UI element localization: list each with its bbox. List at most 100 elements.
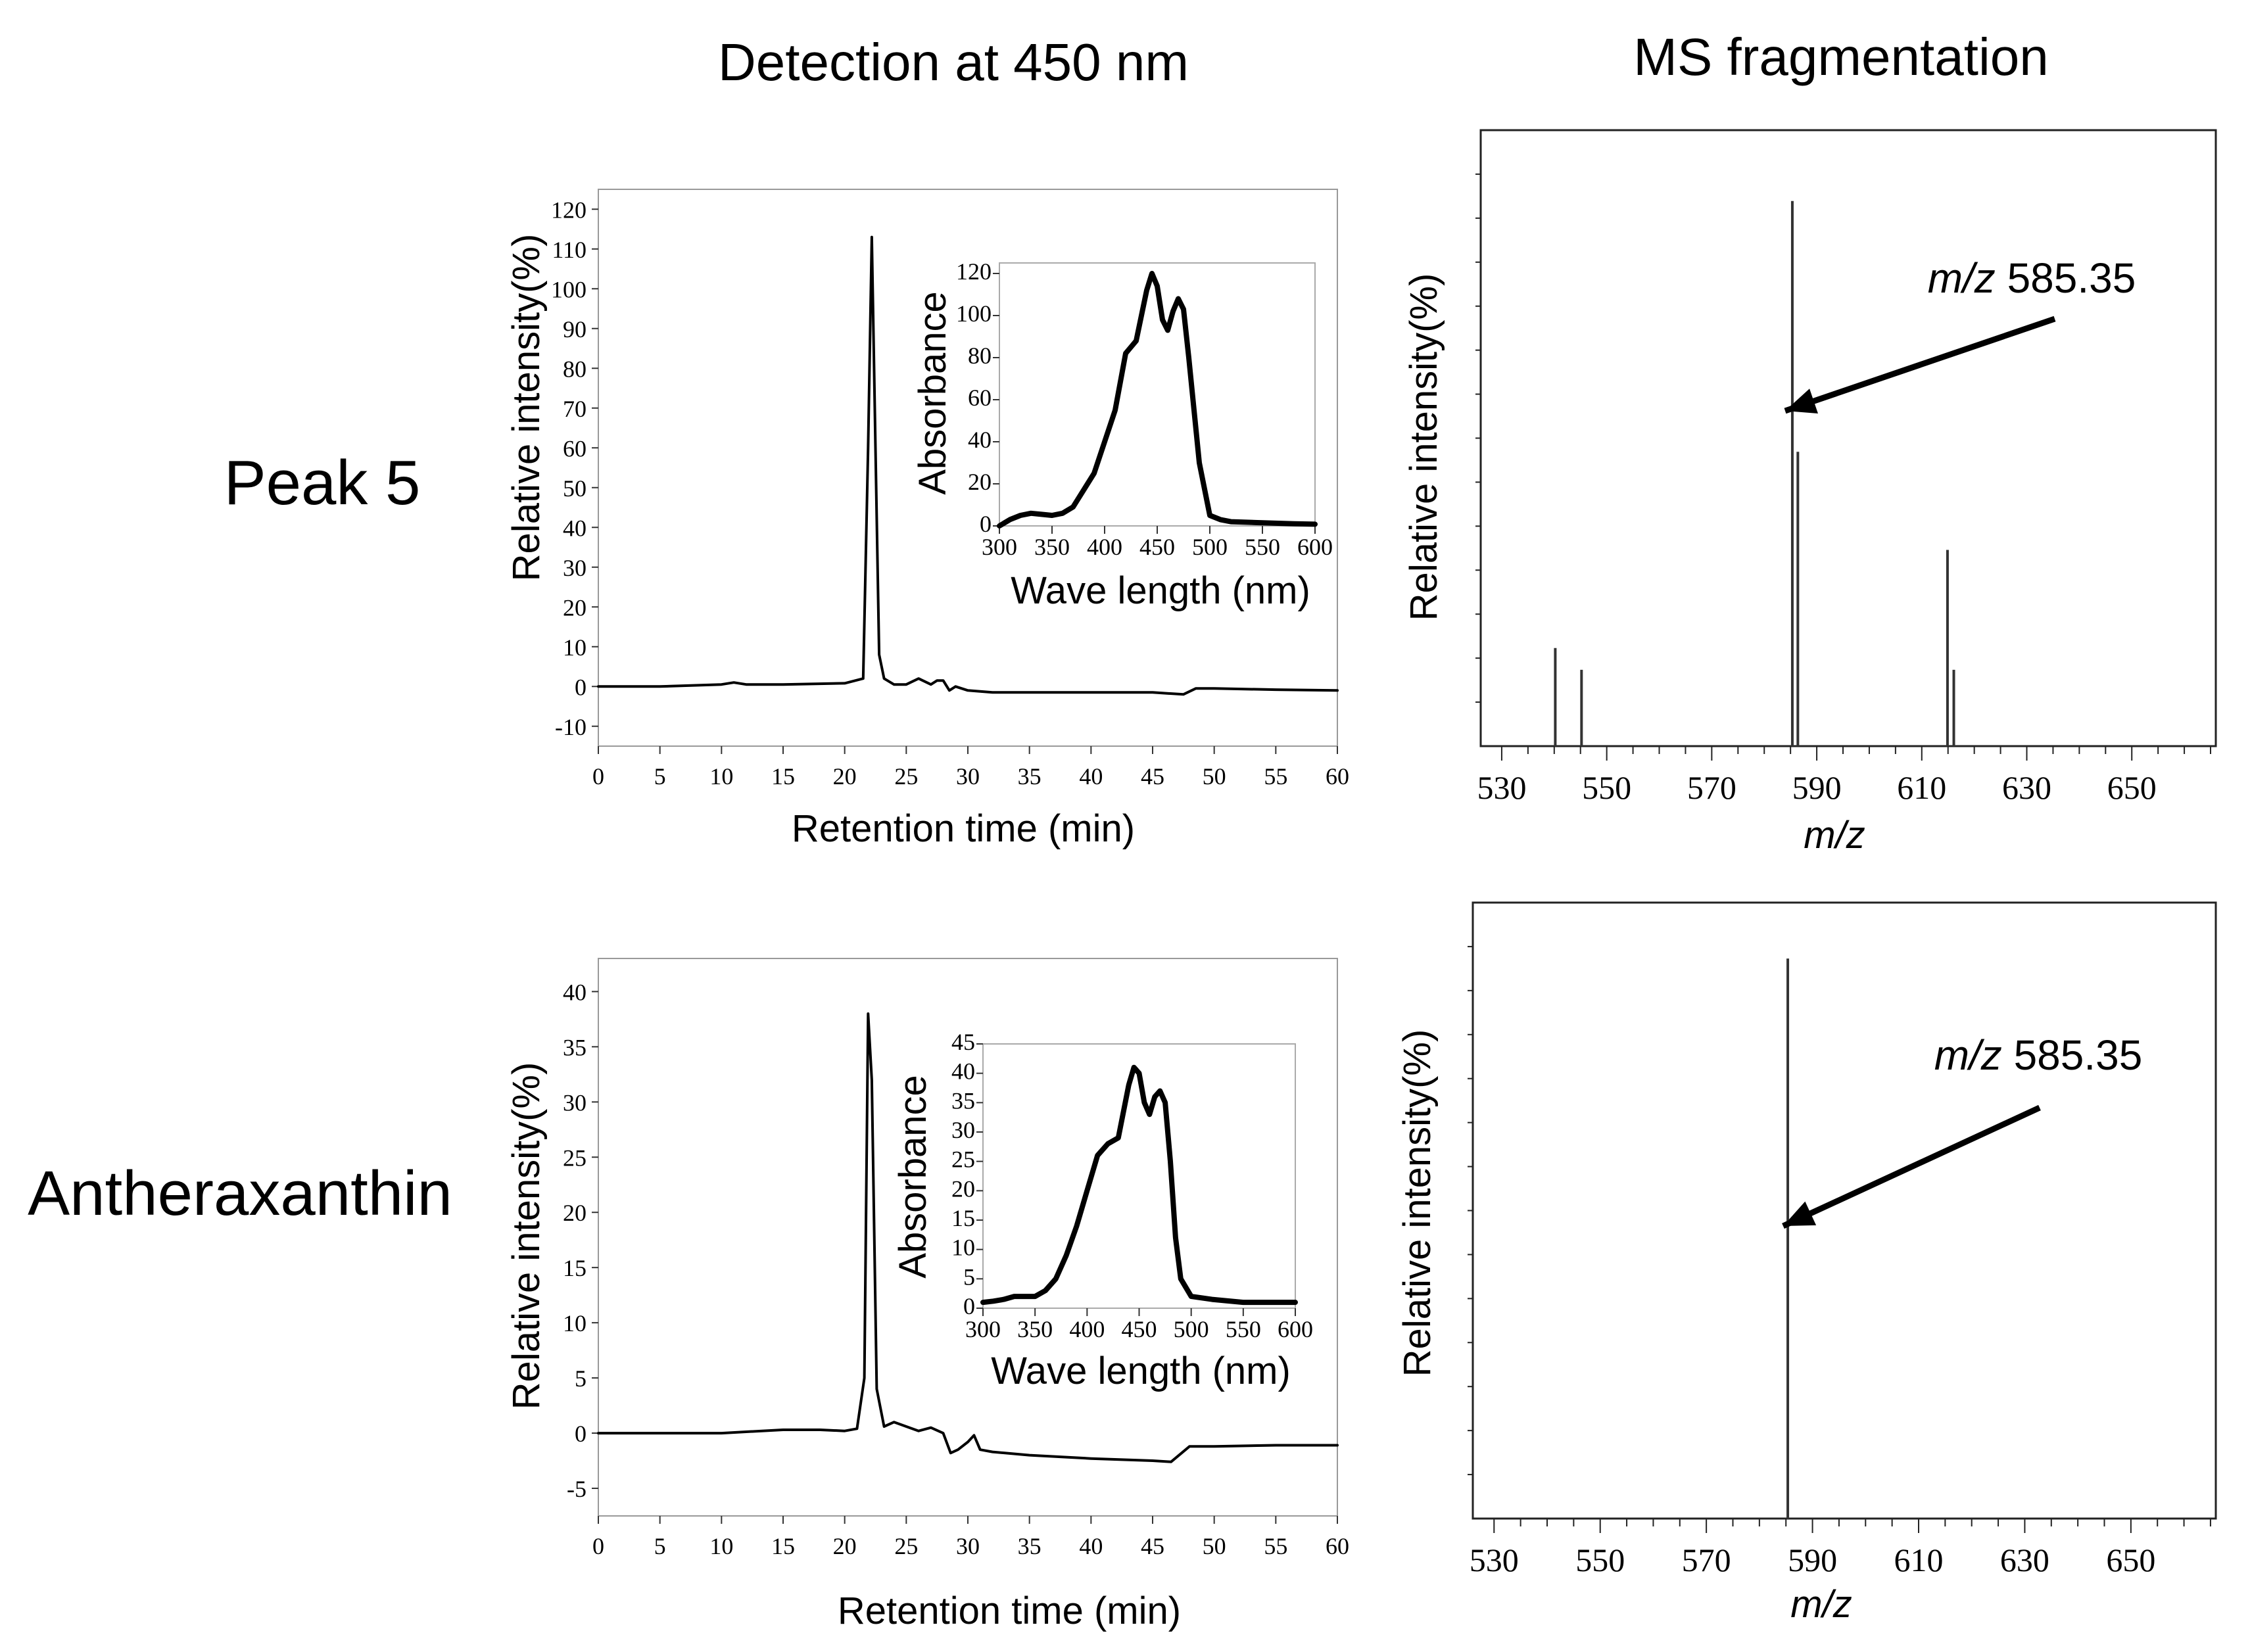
annotation-value: 585.35	[2014, 1031, 2143, 1079]
y-tick-label: 60	[968, 385, 992, 411]
x-axis-label: m/z	[1804, 814, 1865, 857]
x-tick-label: 570	[1682, 1542, 1731, 1578]
y-tick-label: 45	[951, 1029, 975, 1055]
x-tick-label: 610	[1897, 769, 1946, 806]
plot-frame	[1472, 901, 2217, 1520]
x-tick-label: 300	[982, 534, 1017, 560]
data-line-hplc-peak5	[597, 235, 1339, 696]
y-tick-label: 110	[552, 237, 586, 263]
y-tick-label: 0	[575, 1421, 586, 1447]
x-axis-label: Retention time (min)	[792, 807, 1135, 850]
x-tick-label: 600	[1278, 1316, 1313, 1342]
x-tick-label: 45	[1141, 1533, 1164, 1559]
y-tick-label: 20	[951, 1175, 975, 1202]
y-tick-label: 40	[563, 979, 586, 1005]
x-axis-label: m/z	[1790, 1583, 1852, 1626]
x-tick-label: 0	[592, 763, 604, 790]
y-tick-label: 0	[963, 1293, 975, 1319]
x-tick-label: 610	[1894, 1542, 1944, 1578]
y-tick-label: 20	[563, 1200, 586, 1226]
y-tick-label: 30	[563, 1089, 586, 1116]
x-tick-label: 40	[1079, 763, 1103, 790]
y-tick-label: 90	[563, 316, 586, 342]
y-tick-label: 120	[956, 258, 992, 285]
x-tick-label: 5	[654, 763, 666, 790]
x-tick-label: 25	[894, 763, 918, 790]
chart-uv-peak5: 300 350 400 450 500 550 600 0 20 40 60 80 100 120 Wave…	[911, 258, 1333, 612]
x-axis-label: Retention time (min)	[838, 1590, 1181, 1632]
y-axis-label: Absorbance	[911, 291, 954, 495]
annotation-arrow	[1784, 316, 2056, 414]
x-tick-label: 600	[1297, 534, 1333, 560]
x-tick-label: 15	[771, 763, 795, 790]
x-tick-label: 530	[1477, 769, 1526, 806]
y-tick-label: 15	[563, 1255, 586, 1281]
row-label-peak5: Peak 5	[224, 448, 421, 518]
y-tick-label: 100	[551, 276, 586, 302]
x-tick-label: 650	[2106, 1542, 2155, 1578]
x-tick-label: 450	[1122, 1316, 1157, 1342]
x-tick-label: 60	[1326, 1533, 1349, 1559]
y-tick-label: 80	[563, 356, 586, 382]
data-line-hplc-antheraxanthin	[597, 1012, 1339, 1463]
annotation-mz-italic: m/z	[1934, 1031, 2002, 1079]
annotation-arrow	[1782, 1104, 2041, 1229]
annotation-space	[1996, 254, 2007, 302]
x-tick-label: 45	[1141, 763, 1164, 790]
y-tick-label: 35	[951, 1087, 975, 1114]
y-tick-label: 35	[563, 1034, 586, 1060]
x-tick-label: 25	[894, 1533, 918, 1559]
x-tick-label: 30	[956, 763, 980, 790]
x-tick-label: 650	[2107, 769, 2157, 806]
x-tick-label: 5	[654, 1533, 666, 1559]
y-tick-label: 40	[563, 515, 586, 541]
row-label-antheraxanthin: Antheraxanthin	[28, 1158, 452, 1229]
y-tick-label: 10	[951, 1235, 975, 1261]
x-tick-label: 530	[1470, 1542, 1519, 1578]
x-tick-label: 400	[1087, 534, 1122, 560]
y-tick-label: 40	[968, 427, 992, 453]
annotation-arrowhead	[1783, 1201, 1817, 1226]
y-axis-label: Relative intensity(%)	[505, 234, 548, 582]
y-tick-label: 15	[951, 1205, 975, 1231]
x-tick-label: 55	[1264, 763, 1287, 790]
y-tick-label: 5	[963, 1263, 975, 1290]
annotation-value: 585.35	[2007, 254, 2136, 302]
x-tick-label: 500	[1174, 1316, 1209, 1342]
x-tick-label: 350	[1034, 534, 1070, 560]
y-tick-label: 25	[563, 1145, 586, 1171]
heading-ms-fragmentation: MS fragmentation	[1633, 28, 2048, 86]
y-tick-label: 0	[980, 511, 992, 537]
annotation-mz-italic: m/z	[1928, 254, 1996, 302]
x-tick-label: 55	[1264, 1533, 1287, 1559]
x-tick-label: 60	[1326, 763, 1349, 790]
x-tick-label: 20	[833, 1533, 857, 1559]
x-tick-label: 550	[1575, 1542, 1625, 1578]
x-tick-label: 15	[771, 1533, 795, 1559]
x-tick-label: 350	[1017, 1316, 1053, 1342]
x-tick-label: 590	[1792, 769, 1842, 806]
y-tick-label: -10	[555, 714, 586, 740]
peak-annotation: m/z 585.35	[1934, 1031, 2143, 1079]
x-tick-label: 450	[1139, 534, 1175, 560]
heading-detection: Detection at 450 nm	[718, 33, 1189, 91]
x-tick-label: 30	[956, 1533, 980, 1559]
y-tick-label: 70	[563, 396, 586, 422]
y-tick-label: -5	[567, 1476, 586, 1502]
y-tick-label: 120	[551, 197, 586, 223]
x-tick-label: 35	[1018, 763, 1041, 790]
annotation-arrowhead	[1785, 389, 1818, 414]
x-tick-label: 50	[1203, 1533, 1226, 1559]
y-tick-label: 30	[563, 555, 586, 581]
y-tick-label: 20	[968, 469, 992, 495]
peak-annotation: m/z 585.35	[1928, 254, 2136, 302]
x-tick-label: 35	[1018, 1533, 1041, 1559]
x-tick-label: 550	[1245, 534, 1280, 560]
y-tick-label: 5	[575, 1365, 586, 1392]
x-tick-label: 630	[2002, 769, 2051, 806]
y-axis-label: Relative intensity(%)	[505, 1062, 548, 1410]
y-tick-label: 0	[575, 674, 586, 700]
x-tick-label: 50	[1203, 763, 1226, 790]
